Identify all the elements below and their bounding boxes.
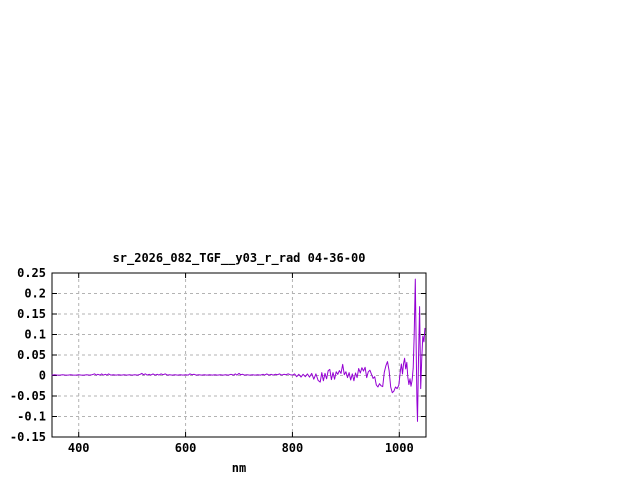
x-tick-label: 800 [282,441,304,455]
y-tick-label: 0.25 [17,266,46,280]
y-tick-label: 0.1 [24,328,46,342]
chart-title: sr_2026_082_TGF__y03_r_rad 04-36-00 [112,251,366,265]
plot-border [51,272,427,438]
y-tick-label: 0.15 [17,307,46,321]
y-tick-label: 0 [39,369,46,383]
x-axis-label: nm [231,461,247,475]
x-tick-label: 400 [68,441,90,455]
y-tick-label: 0.2 [24,287,46,301]
y-tick-label: -0.1 [17,410,46,424]
y-tick-label: 0.05 [17,348,46,362]
data-line [51,278,426,422]
x-tick-label: 600 [175,441,197,455]
y-tick-label: -0.05 [10,389,46,403]
x-tick-label: 1000 [385,441,414,455]
y-tick-label: -0.15 [10,430,46,444]
